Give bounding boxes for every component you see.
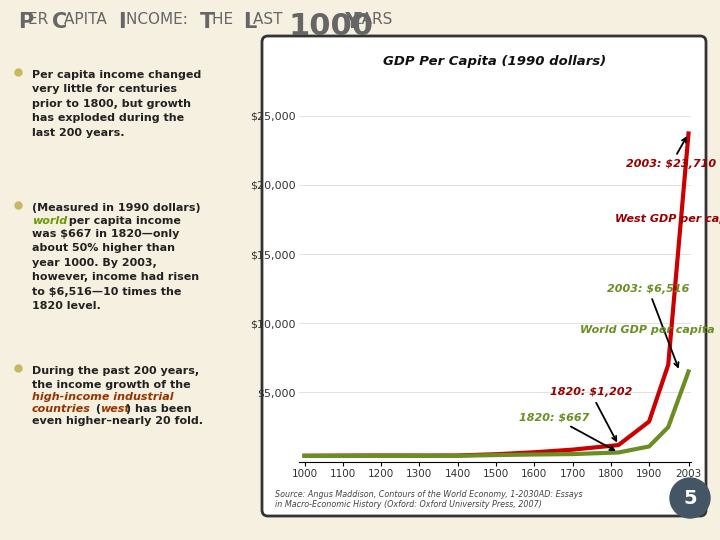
Text: T: T (200, 12, 215, 32)
Text: Source: Angus Maddison, Contours of the World Economy, 1-2030AD: Essays
in Macro: Source: Angus Maddison, Contours of the … (275, 490, 582, 509)
Text: Per capita income changed
very little for centuries
prior to 1800, but growth
ha: Per capita income changed very little fo… (32, 70, 202, 138)
Text: AST: AST (253, 12, 287, 27)
Circle shape (670, 478, 710, 518)
Text: GDP Per Capita (1990 dollars): GDP Per Capita (1990 dollars) (384, 55, 606, 68)
Text: C: C (52, 12, 67, 32)
Text: ) has been: ) has been (126, 404, 192, 414)
Text: high-income industrial: high-income industrial (32, 392, 174, 402)
Text: 5: 5 (683, 489, 697, 508)
Text: Y: Y (338, 12, 361, 32)
Text: HE: HE (212, 12, 238, 27)
Text: 1820: $667: 1820: $667 (519, 413, 614, 450)
Text: west: west (100, 404, 130, 414)
Text: During the past 200 years,
the income growth of the: During the past 200 years, the income gr… (32, 366, 199, 390)
Text: was $667 in 1820—only
about 50% higher than
year 1000. By 2003,
however, income : was $667 in 1820—only about 50% higher t… (32, 229, 199, 311)
Text: West GDP per capita: West GDP per capita (615, 214, 720, 225)
Text: per capita income: per capita income (65, 216, 181, 226)
Text: L: L (243, 12, 256, 32)
Text: ER: ER (28, 12, 53, 27)
Text: 2003: $6,516: 2003: $6,516 (607, 284, 689, 367)
Text: P: P (18, 12, 33, 32)
Text: even higher–nearly 20 fold.: even higher–nearly 20 fold. (32, 416, 203, 426)
Text: (: ( (92, 404, 101, 414)
Text: world: world (32, 216, 67, 226)
Text: (Measured in 1990 dollars): (Measured in 1990 dollars) (32, 203, 201, 213)
Text: EARS: EARS (352, 12, 392, 27)
Text: APITA: APITA (64, 12, 112, 27)
Text: I: I (118, 12, 125, 32)
Text: 2003: $23,710: 2003: $23,710 (626, 138, 716, 169)
FancyBboxPatch shape (262, 36, 706, 516)
Text: 1820: $1,202: 1820: $1,202 (549, 388, 632, 441)
Text: NCOME:: NCOME: (126, 12, 193, 27)
Text: countries: countries (32, 404, 91, 414)
Text: 1000: 1000 (288, 12, 373, 41)
Text: World GDP per capita: World GDP per capita (580, 325, 715, 335)
